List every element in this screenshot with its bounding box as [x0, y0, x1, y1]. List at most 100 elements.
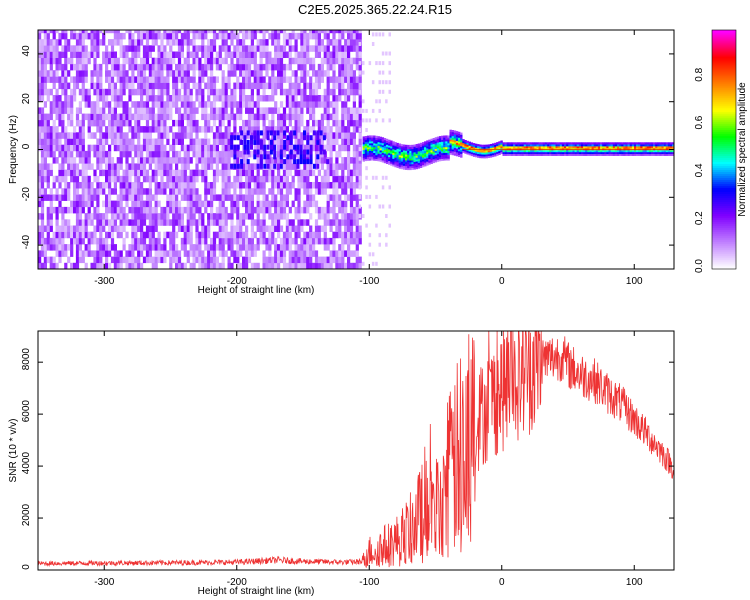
- heatmap-cell: [489, 145, 493, 149]
- heatmap-cell: [371, 150, 374, 153]
- heatmap-cell: [207, 76, 211, 83]
- heatmap-cell: [183, 88, 187, 96]
- heatmap-cell: [449, 145, 452, 148]
- heatmap-cell: [646, 144, 650, 147]
- heatmap-cell: [134, 175, 138, 183]
- heatmap-cell: [142, 88, 147, 96]
- heatmap-cell: [534, 150, 537, 153]
- heatmap-cell: [163, 188, 167, 195]
- heatmap-cell: [125, 188, 129, 195]
- heatmap-cell: [163, 206, 167, 214]
- heatmap-cell: [253, 149, 257, 155]
- heatmap-cell: [166, 163, 170, 170]
- heatmap-cell: [581, 150, 584, 153]
- heatmap-cell: [352, 32, 356, 40]
- heatmap-cell: [540, 150, 544, 153]
- heatmap-cell: [140, 113, 144, 121]
- heatmap-cell: [383, 138, 387, 141]
- heatmap-cell: [262, 182, 266, 189]
- heatmap-cell: [362, 159, 365, 162]
- heatmap-cell: [201, 200, 205, 208]
- heatmap-cell: [424, 147, 427, 150]
- heatmap-cell: [160, 250, 164, 257]
- heatmap-cell: [195, 219, 199, 226]
- heatmap-cell: [672, 146, 674, 149]
- heatmap-cell: [137, 188, 141, 195]
- heatmap-cell: [108, 101, 112, 108]
- heatmap-cell: [595, 146, 599, 149]
- heatmap-cell: [273, 130, 277, 136]
- heatmap-cell: [61, 32, 65, 40]
- heatmap-cell: [355, 206, 359, 214]
- heatmap-cell: [623, 151, 626, 155]
- heatmap-cell: [289, 135, 293, 141]
- heatmap-cell: [186, 225, 190, 232]
- heatmap-cell: [55, 70, 59, 77]
- heatmap-cell: [90, 250, 94, 257]
- heatmap-cell: [169, 95, 173, 102]
- heatmap-cell: [377, 140, 380, 143]
- heatmap-cell: [128, 119, 132, 127]
- heatmap-cell: [355, 262, 359, 269]
- heatmap-cell: [265, 51, 269, 58]
- heatmap-cell: [183, 57, 187, 65]
- heatmap-cell: [487, 150, 491, 153]
- heatmap-cell: [396, 152, 399, 155]
- heatmap-cell: [455, 133, 459, 136]
- heatmap-cell: [525, 150, 529, 153]
- heatmap-cell: [268, 126, 272, 133]
- heatmap-cell: [332, 144, 336, 152]
- heatmap-cell: [424, 150, 427, 153]
- heatmap-cell: [405, 154, 408, 157]
- heatmap-cell: [485, 156, 488, 159]
- heatmap-cell: [430, 140, 433, 143]
- heatmap-cell: [326, 144, 330, 152]
- heatmap-cell: [148, 200, 152, 208]
- heatmap-cell: [274, 175, 278, 183]
- heatmap-cell: [99, 182, 103, 189]
- heatmap-cell: [409, 148, 412, 151]
- heatmap-cell: [70, 30, 74, 34]
- heatmap-cell: [142, 237, 147, 245]
- heatmap-cell: [266, 144, 270, 150]
- heatmap-cell: [262, 107, 266, 114]
- heatmap-cell: [279, 30, 284, 34]
- heatmap-cell: [379, 152, 382, 155]
- heatmap-cell: [49, 138, 53, 145]
- heatmap-cell: [385, 154, 389, 157]
- heatmap-cell: [52, 144, 56, 152]
- heatmap-cell: [259, 107, 263, 114]
- heatmap-cell: [195, 163, 199, 170]
- heatmap-cell: [242, 262, 246, 269]
- heatmap-cell: [224, 163, 228, 170]
- heatmap-cell: [52, 132, 56, 139]
- heatmap-cell: [163, 57, 167, 65]
- heatmap-cell: [90, 32, 94, 40]
- heatmap-cell: [352, 30, 356, 34]
- heatmap-cell: [113, 244, 117, 251]
- heatmap-cell: [578, 142, 582, 145]
- heatmap-cell: [394, 163, 397, 166]
- heatmap-cell: [180, 225, 184, 232]
- heatmap-cell: [262, 119, 266, 127]
- heatmap-cell: [371, 154, 374, 157]
- heatmap-cell: [207, 51, 211, 58]
- heatmap-cell: [379, 146, 382, 149]
- heatmap-cell: [329, 132, 333, 139]
- heatmap-cell: [239, 57, 243, 65]
- heatmap-cell: [192, 119, 196, 127]
- heatmap-cell: [398, 164, 402, 167]
- heatmap-cell: [297, 169, 301, 177]
- heatmap-cell: [93, 113, 97, 121]
- heatmap-cell: [312, 119, 316, 127]
- heatmap-cell: [642, 144, 645, 147]
- heatmap-cell: [383, 141, 387, 145]
- heatmap-cell: [402, 144, 406, 147]
- heatmap-cell: [271, 88, 275, 96]
- heatmap-cell: [256, 200, 260, 208]
- heatmap-cell: [49, 237, 53, 245]
- heatmap-cell: [224, 57, 228, 65]
- heatmap-cell: [513, 150, 516, 153]
- heatmap-cell: [595, 150, 599, 153]
- heatmap-cell: [303, 39, 307, 46]
